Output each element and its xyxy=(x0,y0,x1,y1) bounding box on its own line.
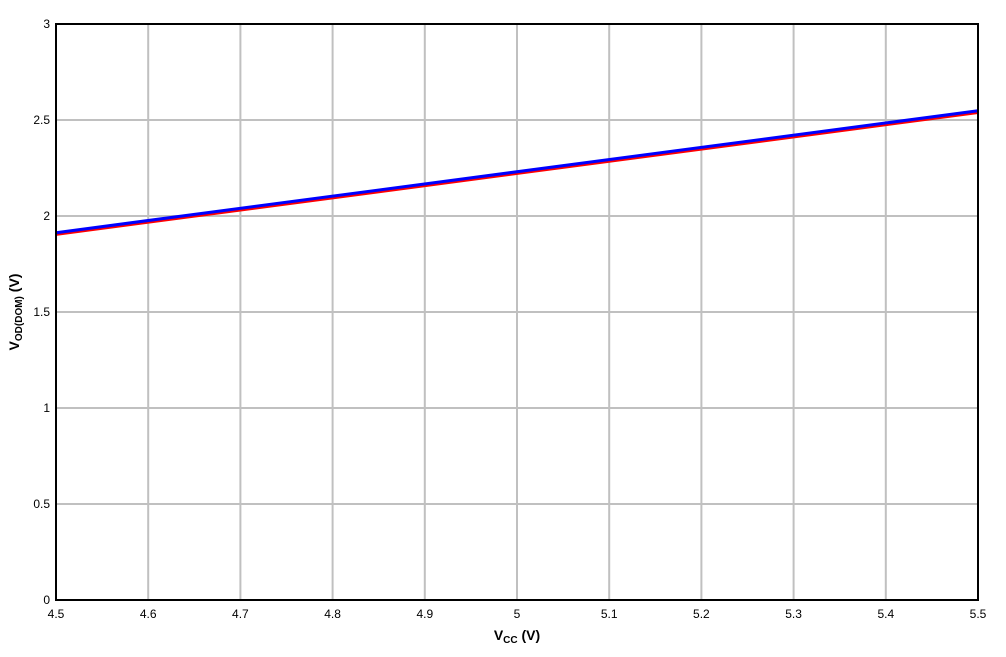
x-tick-label: 4.7 xyxy=(232,607,249,621)
x-tick-label: 5.3 xyxy=(785,607,802,621)
series-line-0 xyxy=(55,111,979,236)
x-tick-label: 5.5 xyxy=(970,607,987,621)
x-tick-label: 4.8 xyxy=(324,607,341,621)
series-group xyxy=(55,109,979,236)
x-tick-label: 4.9 xyxy=(416,607,433,621)
y-tick-label: 0.5 xyxy=(33,497,50,511)
x-tick-label: 4.6 xyxy=(140,607,157,621)
y-tick-label: 0 xyxy=(43,593,50,607)
tick-labels: 4.5 4.6 4.7 4.8 4.9 5 5.1 5.2 5.3 5.4 5.5 0 0.5 1 1.5 2… xyxy=(33,17,986,621)
y-axis-label: VOD(DOM) (V) xyxy=(6,274,25,351)
x-axis-label: VCC (V) xyxy=(494,627,540,646)
x-tick-label: 5.1 xyxy=(601,607,618,621)
y-tick-label: 1 xyxy=(43,401,50,415)
plot-frame xyxy=(55,23,979,601)
y-tick-label: 1.5 xyxy=(33,305,50,319)
grid xyxy=(55,23,979,601)
x-tick-label: 5.4 xyxy=(877,607,894,621)
x-tick-label: 5.2 xyxy=(693,607,710,621)
x-tick-label: 5 xyxy=(514,607,521,621)
y-tick-label: 2 xyxy=(43,209,50,223)
y-tick-label: 2.5 xyxy=(33,113,50,127)
x-tick-label: 4.5 xyxy=(48,607,65,621)
series-line-1 xyxy=(55,109,979,235)
y-tick-label: 3 xyxy=(43,17,50,31)
